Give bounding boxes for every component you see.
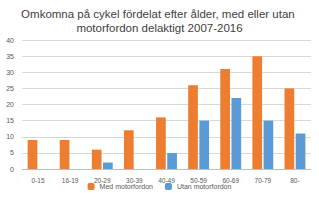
svg-text:30-39: 30-39 [126,177,143,184]
svg-text:16-19: 16-19 [62,177,79,184]
svg-text:40: 40 [6,37,14,44]
svg-text:5: 5 [10,149,14,156]
svg-text:motorfordon delaktigt 2007-201: motorfordon delaktigt 2007-2016 [76,22,242,34]
svg-text:0: 0 [10,166,14,173]
svg-text:30: 30 [6,69,14,76]
svg-text:35: 35 [6,53,14,60]
svg-text:70-79: 70-79 [255,177,272,184]
svg-text:60-69: 60-69 [222,177,239,184]
svg-text:10: 10 [6,133,14,140]
svg-text:20-29: 20-29 [94,177,111,184]
svg-text:25: 25 [6,85,14,92]
svg-text:80-: 80- [290,177,299,184]
svg-text:40-49: 40-49 [158,177,175,184]
svg-text:20: 20 [6,101,14,108]
svg-text:50-59: 50-59 [190,177,207,184]
svg-text:15: 15 [6,117,14,124]
svg-text:0-15: 0-15 [32,177,45,184]
svg-text:Med motorfordon: Med motorfordon [100,183,153,190]
svg-text:Utan motorfordon: Utan motorfordon [177,183,232,190]
svg-text:Omkomna på cykel fördelat efte: Omkomna på cykel fördelat efter ålder, m… [21,8,298,20]
